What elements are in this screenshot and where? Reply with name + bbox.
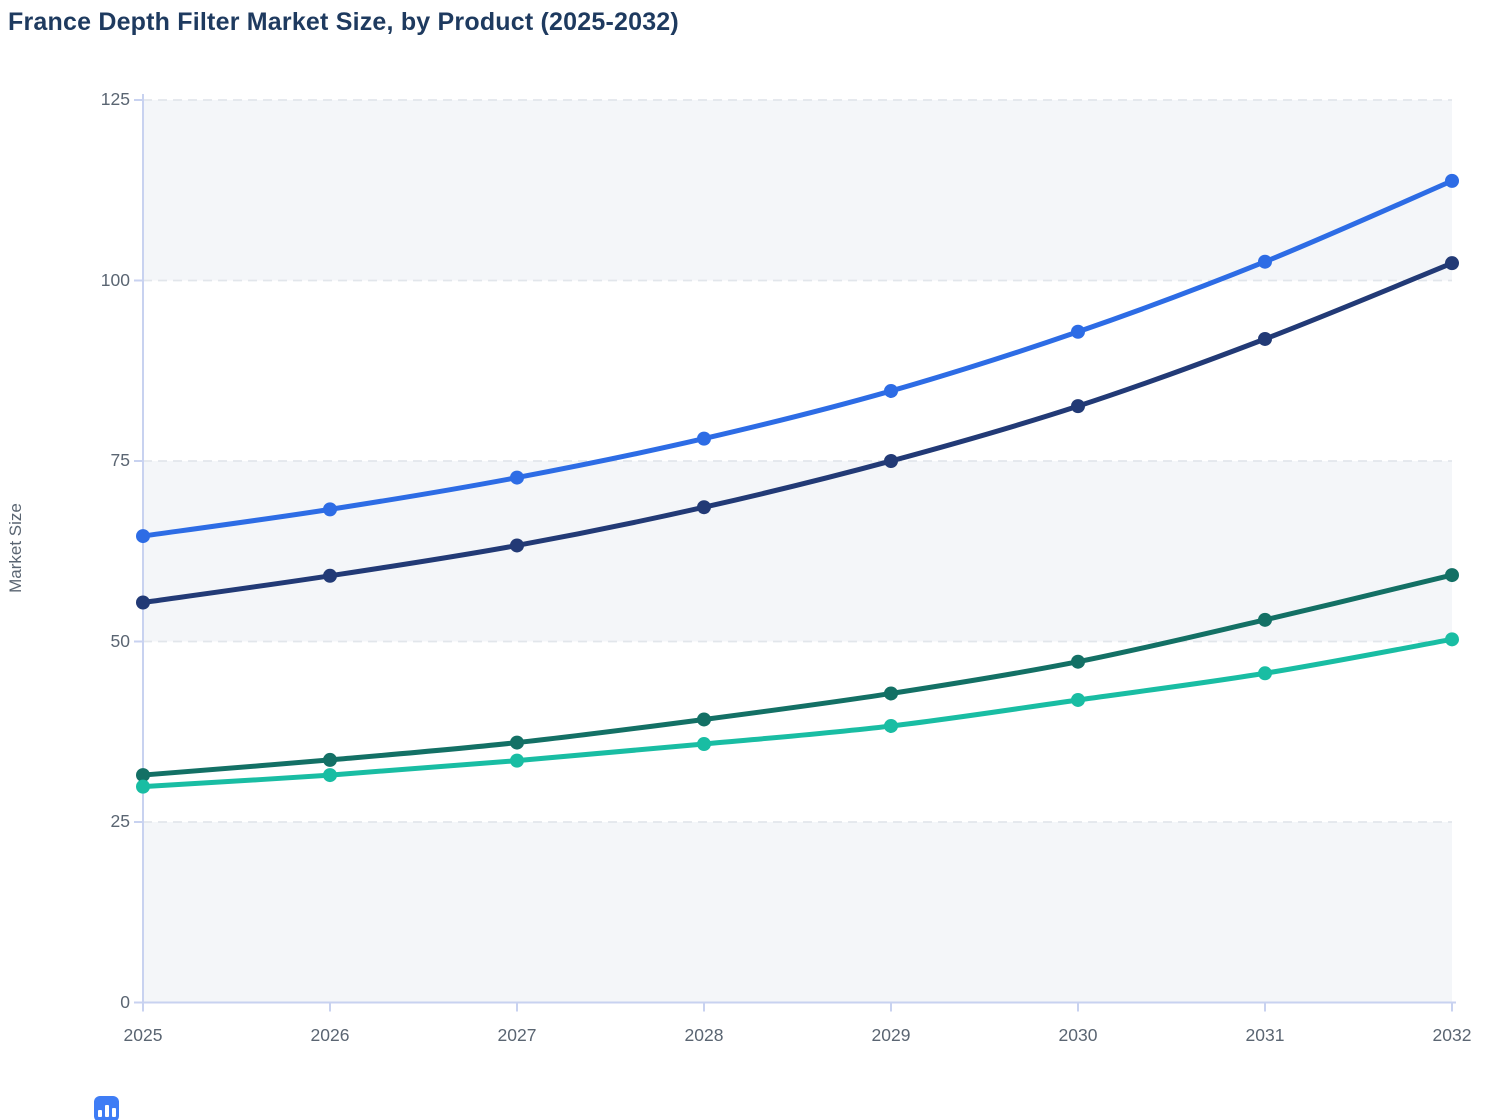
x-tick-label: 2025	[123, 1024, 163, 1045]
data-point-navy	[323, 568, 337, 583]
series-line-teal	[140, 636, 1455, 790]
data-point-teal	[1258, 666, 1272, 681]
series-line-dark-green	[140, 572, 1455, 778]
data-point-dark-green	[323, 752, 337, 767]
data-point-navy	[884, 454, 898, 468]
y-tick-label: 100	[100, 269, 130, 290]
data-point-blue	[1445, 173, 1459, 188]
series-line-blue	[140, 178, 1455, 539]
data-point-blue	[136, 529, 150, 544]
data-point-teal	[884, 718, 898, 733]
data-point-navy	[697, 500, 711, 515]
chart-widget-badge-icon	[94, 1096, 119, 1120]
data-point-teal	[1445, 632, 1459, 647]
chart-title: France Depth Filter Market Size, by Prod…	[8, 8, 679, 36]
x-tick-label: 2029	[871, 1024, 911, 1045]
data-point-blue	[884, 383, 898, 398]
data-point-teal	[323, 768, 337, 783]
data-point-dark-green	[884, 686, 898, 701]
data-point-dark-green	[1071, 654, 1085, 669]
plot-band	[143, 100, 1452, 281]
data-point-blue	[1071, 324, 1085, 339]
data-point-dark-green	[697, 712, 711, 727]
y-tick-label: 0	[120, 991, 130, 1012]
series-line-navy	[140, 260, 1455, 606]
data-point-teal	[1071, 692, 1085, 707]
y-tick-label: 125	[100, 89, 130, 110]
data-point-blue	[510, 470, 524, 485]
data-point-navy	[136, 595, 150, 610]
data-point-teal	[697, 737, 711, 752]
data-point-navy	[1445, 256, 1459, 271]
data-point-blue	[1258, 254, 1272, 269]
plot-band	[143, 461, 1452, 642]
data-point-blue	[697, 431, 711, 446]
y-tick-label: 50	[110, 630, 130, 651]
data-point-teal	[510, 753, 524, 768]
x-tick-label: 2030	[1058, 1024, 1098, 1045]
data-point-navy	[1071, 399, 1085, 414]
data-point-navy	[510, 538, 524, 553]
x-tick-label: 2031	[1245, 1024, 1285, 1045]
x-tick-label: 2028	[684, 1024, 724, 1045]
data-point-navy	[1258, 331, 1272, 346]
x-tick-label: 2027	[497, 1024, 537, 1045]
data-point-dark-green	[136, 768, 150, 783]
plot-band	[143, 822, 1452, 1003]
y-tick-label: 25	[110, 811, 130, 832]
data-point-blue	[323, 502, 337, 517]
data-point-teal	[136, 779, 150, 794]
data-point-dark-green	[1445, 568, 1459, 583]
x-tick-label: 2032	[1432, 1024, 1472, 1045]
x-tick-label: 2026	[310, 1024, 350, 1045]
y-tick-label: 75	[110, 450, 130, 471]
data-point-dark-green	[510, 735, 524, 750]
data-point-dark-green	[1258, 612, 1272, 627]
